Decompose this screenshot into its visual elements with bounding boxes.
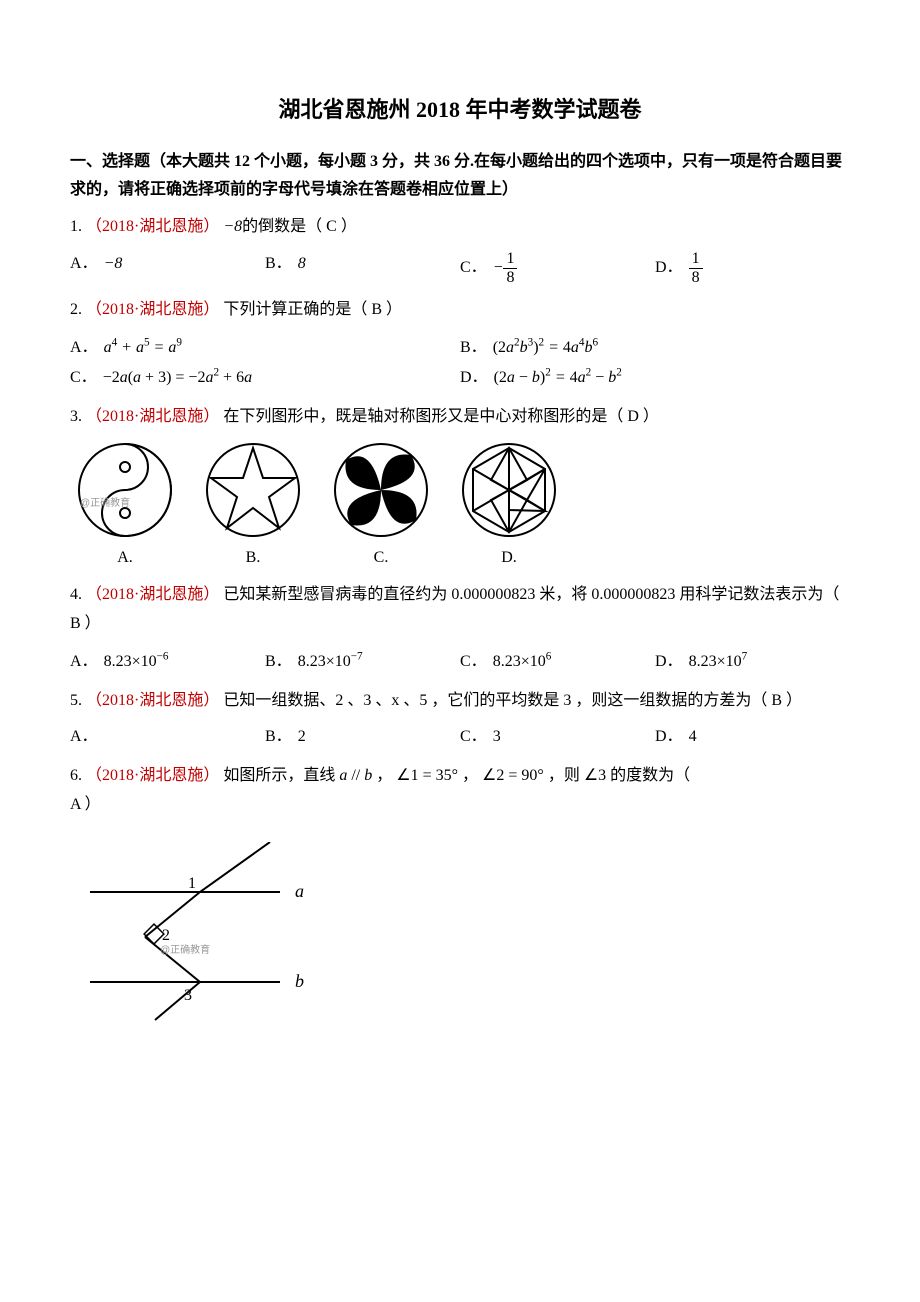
- q1-src: （2018·湖北恩施）: [86, 218, 219, 235]
- q1-opts: A．−8 B．8 C．−18 D．18: [70, 250, 850, 286]
- q3-figC: [326, 440, 436, 540]
- q2-optB: B．(2a2b3)2 = 4a4b6: [460, 333, 850, 363]
- q3-text: 在下列图形中，既是轴对称图形又是中心对称图形的是（ D ）: [223, 408, 659, 425]
- q4-src: （2018·湖北恩施）: [86, 586, 219, 603]
- q6-t1: 如图所示，直线: [223, 767, 335, 784]
- q3-figs: @正确教育: [70, 440, 850, 540]
- title: 湖北省恩施州 2018 年中考数学试题卷: [70, 90, 850, 130]
- q6-num: 6.: [70, 767, 82, 784]
- q5-optD: D．4: [655, 723, 850, 752]
- q2-optA: A．a4 + a5 = a9: [70, 333, 460, 363]
- q1-text: 的倒数是（ C ）: [242, 218, 357, 235]
- q5-optB: B．2: [265, 723, 460, 752]
- q6-label-a: a: [295, 881, 304, 901]
- q4: 4. （2018·湖北恩施） 已知某新型感冒病毒的直径约为 0.00000082…: [70, 581, 850, 639]
- q2-optC: C．−2a(a + 3) = −2a2 + 6a: [70, 363, 460, 393]
- q4-optC: C．8.23×106: [460, 646, 655, 676]
- q5: 5. （2018·湖北恩施） 已知一组数据、2 、3 、x 、5 ，它们的平均数…: [70, 687, 850, 716]
- q6-figure: a b 1 2 3 @正确教育: [70, 842, 330, 1033]
- q2-text: 下列计算正确的是（ B ）: [223, 301, 402, 318]
- q1: 1. （2018·湖北恩施） −8的倒数是（ C ）: [70, 213, 850, 242]
- q4-optB: B．8.23×10−7: [265, 646, 460, 676]
- q5-optC: C．3: [460, 723, 655, 752]
- q2-src: （2018·湖北恩施）: [86, 301, 219, 318]
- q2: 2. （2018·湖北恩施） 下列计算正确的是（ B ）: [70, 296, 850, 325]
- q4-optA: A．8.23×10−6: [70, 646, 265, 676]
- q5-optA: A．: [70, 723, 265, 752]
- q3-num: 3.: [70, 408, 82, 425]
- q3-labels: A. B. C. D.: [70, 544, 850, 573]
- q5-num: 5.: [70, 692, 82, 709]
- q1-num: 1.: [70, 218, 82, 235]
- q2-optD: D．(2a − b)2 = 4a2 − b2: [460, 363, 850, 393]
- q5-opts: A． B．2 C．3 D．4: [70, 723, 850, 752]
- q5-src: （2018·湖北恩施）: [86, 692, 219, 709]
- q4-optD: D．8.23×107: [655, 646, 850, 676]
- q6-src: （2018·湖北恩施）: [86, 767, 219, 784]
- q6-label-b: b: [295, 971, 304, 991]
- q2-num: 2.: [70, 301, 82, 318]
- section-head: 一、选择题（本大题共 12 个小题，每小题 3 分，共 36 分.在每小题给出的…: [70, 148, 850, 206]
- q3: 3. （2018·湖北恩施） 在下列图形中，既是轴对称图形又是中心对称图形的是（…: [70, 403, 850, 432]
- q5-text: 已知一组数据、2 、3 、x 、5 ，它们的平均数是 3 ，则这一组数据的方差为…: [223, 692, 802, 709]
- q6: 6. （2018·湖北恩施） 如图所示，直线 a // b ， ∠1 = 35°…: [70, 762, 850, 820]
- q6-ans: A ）: [70, 796, 101, 813]
- q6-angle1: 1: [188, 875, 196, 892]
- q3-figB: [198, 440, 308, 540]
- q3-src: （2018·湖北恩施）: [86, 408, 219, 425]
- q2-opts: A．a4 + a5 = a9 B．(2a2b3)2 = 4a4b6 C．−2a(…: [70, 333, 850, 393]
- q4-opts: A．8.23×10−6 B．8.23×10−7 C．8.23×106 D．8.2…: [70, 646, 850, 676]
- q1-optA: A．−8: [70, 250, 265, 286]
- q6-angle3: 3: [184, 987, 192, 1004]
- q1-optD: D．18: [655, 250, 850, 286]
- q1-optB: B．8: [265, 250, 460, 286]
- q3-figD: [454, 440, 564, 540]
- q4-num: 4.: [70, 586, 82, 603]
- q3-figA: @正确教育: [70, 440, 180, 540]
- q1-expr: −8: [223, 218, 242, 235]
- q1-optC: C．−18: [460, 250, 655, 286]
